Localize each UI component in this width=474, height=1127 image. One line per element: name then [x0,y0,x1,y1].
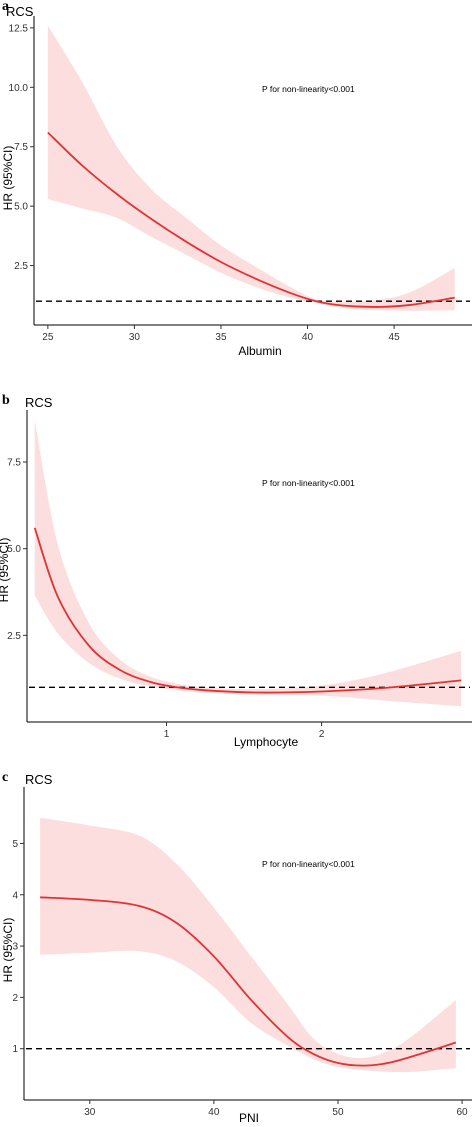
panel-b-xlabel: Lymphocyte [234,735,299,749]
panel-c-xlabel: PNI [239,1111,259,1125]
panel-letter-b: b [2,393,10,408]
panel-a-x-tick-label: 40 [302,332,314,343]
panel-a-x-tick-label: 45 [389,332,401,343]
panel-a-hr-curve [47,131,455,308]
panel-c-x-tick-label: 30 [84,1107,96,1118]
panel-a-xlabel: Albumin [238,344,281,358]
panel-b-x-tick-label: 2 [319,729,325,740]
panel-a-title: RCS [6,4,34,19]
panel-b-plot: 1 2 2.5 5.0 7.5 [7,410,472,740]
panel-b-ylabel: HR (95%CI) [0,538,11,603]
panel-c-hr-curve [40,896,457,1067]
panel-c-plot: 30 40 50 60 1 2 3 4 5 [12,787,472,1118]
panel-a: 25 30 35 40 45 2.5 5.0 7.5 10.0 12.5 a RCS P for … [1,0,472,358]
panel-c-y-tick-label: 4 [12,890,18,901]
panel-b-annotation: P for non-linearity<0.001 [262,478,355,488]
panel-c-title: RCS [25,772,53,787]
panel-c-x-tick-label: 60 [457,1107,469,1118]
panel-c-y-tick-label: 1 [12,1044,18,1055]
panel-letter-a: a [2,0,9,14]
panel-c-x-tick-label: 40 [208,1107,220,1118]
panel-a-y-tick-label: 5.0 [14,202,28,213]
panel-c-y-tick-label: 2 [12,993,18,1004]
panel-a-annotation: P for non-linearity<0.001 [262,84,355,94]
panel-a-y-tick-label: 2.5 [14,261,28,272]
panel-c-y-tick-label: 5 [12,839,18,850]
panel-letter-c: c [2,770,8,785]
panel-a-y-tick-label: 10.0 [9,83,29,94]
panel-c-ci-band [40,817,456,1073]
panel-b-ci-band [34,420,462,707]
panel-c-y-tick-label: 3 [12,942,18,953]
panel-a-x-tick-label: 30 [129,332,141,343]
panel-b-hr-curve [33,527,462,694]
panel-b-y-tick-label: 5.0 [7,544,21,555]
panel-c-x-tick-label: 50 [332,1107,344,1118]
panel-b-title: RCS [25,395,53,410]
panel-a-y-tick-label: 12.5 [9,23,29,34]
panel-a-x-tick-label: 25 [42,332,54,343]
panel-c-annotation: P for non-linearity<0.001 [262,859,355,869]
panel-a-plot: 25 30 35 40 45 2.5 5.0 7.5 10.0 12.5 [9,16,472,343]
panel-c-ylabel: HR (95%CI) [1,918,15,983]
panel-a-ylabel: HR (95%CI) [1,146,15,211]
panel-b: 1 2 2.5 5.0 7.5 b RCS P for non-linearity<0.… [0,393,472,749]
panel-b-x-tick-label: 1 [164,729,170,740]
panel-a-x-tick-label: 35 [215,332,227,343]
panel-a-ci-band [47,25,455,311]
panel-c: 30 40 50 60 1 2 3 4 5 c RCS P for non-linearity<… [1,770,472,1125]
panel-a-y-tick-label: 7.5 [14,142,28,153]
panel-b-y-tick-label: 7.5 [7,458,21,469]
panel-b-y-tick-label: 2.5 [7,631,21,642]
